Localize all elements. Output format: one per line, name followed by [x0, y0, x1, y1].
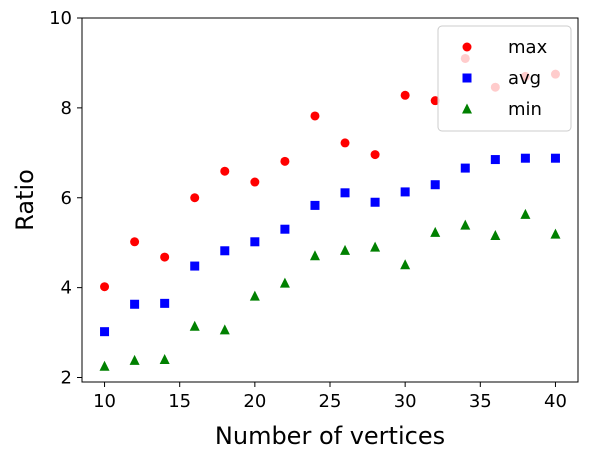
- data-point-min: [520, 208, 531, 219]
- data-point-max: [250, 177, 260, 187]
- data-point-avg: [310, 200, 320, 210]
- data-point-avg: [370, 197, 380, 207]
- y-tick-label: 8: [61, 98, 72, 119]
- data-point-max: [370, 150, 380, 160]
- data-point-min: [340, 244, 351, 255]
- data-point-avg: [340, 188, 350, 198]
- data-point-min: [189, 320, 200, 331]
- data-point-avg: [100, 327, 110, 337]
- data-point-min: [460, 219, 471, 230]
- x-tick-label: 30: [394, 391, 417, 412]
- x-tick-label: 15: [168, 391, 191, 412]
- legend-label-max: max: [508, 37, 548, 58]
- data-point-min: [490, 230, 501, 241]
- axis-ticks: 10 15 20 25 30 35 40 2 4 6 8 10: [49, 8, 567, 412]
- data-point-avg: [400, 187, 410, 197]
- data-point-min: [219, 324, 230, 335]
- data-point-avg: [490, 155, 500, 165]
- data-point-min: [430, 226, 441, 237]
- data-point-min: [400, 259, 411, 270]
- data-point-avg: [430, 180, 440, 190]
- x-tick-label: 25: [319, 391, 342, 412]
- y-tick-label: 2: [61, 368, 72, 389]
- data-point-max: [430, 96, 440, 106]
- data-point-avg: [550, 153, 560, 163]
- data-point-avg: [220, 246, 230, 256]
- data-point-max: [220, 166, 230, 176]
- data-point-min: [279, 277, 290, 288]
- data-point-avg: [520, 153, 530, 163]
- data-point-avg: [160, 298, 170, 308]
- x-tick-label: 20: [243, 391, 266, 412]
- y-tick-label: 6: [61, 188, 72, 209]
- data-marks: [99, 53, 561, 371]
- legend-marker-max: [462, 42, 472, 52]
- x-tick-label: 10: [93, 391, 116, 412]
- data-point-avg: [250, 237, 260, 247]
- data-point-min: [550, 228, 561, 239]
- y-axis-label: Ratio: [11, 169, 39, 231]
- data-point-avg: [280, 224, 290, 234]
- x-axis-label: Number of vertices: [215, 422, 445, 450]
- legend: max avg min: [437, 25, 572, 132]
- data-point-avg: [130, 299, 140, 309]
- data-point-max: [340, 138, 350, 148]
- data-point-min: [249, 290, 260, 301]
- plot-frame: [81, 17, 579, 383]
- data-point-max: [190, 193, 200, 203]
- y-tick-label: 4: [61, 278, 72, 299]
- x-tick-label: 35: [469, 391, 492, 412]
- data-point-max: [160, 252, 170, 262]
- data-point-min: [129, 354, 140, 365]
- legend-marker-avg: [462, 73, 472, 83]
- data-point-max: [280, 156, 290, 166]
- data-point-max: [100, 282, 110, 292]
- y-tick-label: 10: [49, 8, 72, 29]
- data-point-avg: [190, 261, 200, 271]
- data-point-min: [159, 354, 170, 365]
- data-point-max: [400, 90, 410, 100]
- legend-marker-min: [462, 103, 472, 114]
- data-point-min: [99, 360, 110, 371]
- legend-label-avg: avg: [508, 68, 541, 89]
- data-point-max: [310, 111, 320, 121]
- x-tick-label: 40: [544, 391, 567, 412]
- data-point-min: [370, 241, 381, 252]
- data-point-avg: [460, 163, 470, 173]
- legend-box: [437, 25, 572, 132]
- legend-label-min: min: [508, 99, 542, 120]
- data-point-max: [130, 237, 140, 247]
- data-point-min: [309, 250, 320, 261]
